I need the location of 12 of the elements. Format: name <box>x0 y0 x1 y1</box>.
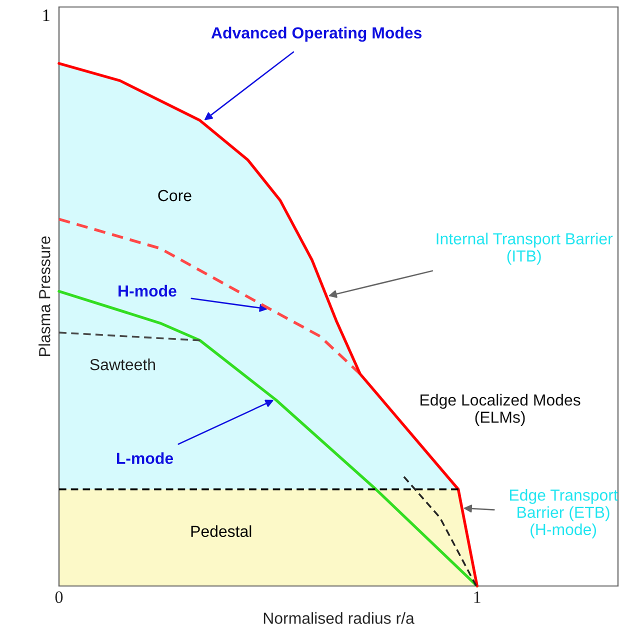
annotation: H-mode <box>118 284 176 297</box>
annotation: Internal Transport Barrier (ITB) <box>436 232 613 265</box>
x-axis-title: Normalised radius r/a <box>264 612 414 624</box>
annotation: Advanced Operating Modes <box>211 26 422 42</box>
annotation: Sawteeth <box>90 358 155 370</box>
x-tick-label: 0 <box>55 591 63 604</box>
text: 1 <box>43 10 50 22</box>
annotation: L-mode <box>116 452 174 464</box>
annotation: Core <box>158 190 192 202</box>
y-axis-title: Plasma Pressure <box>38 236 50 356</box>
annotation: Pedestal <box>191 525 252 538</box>
annotation: Edge Localized Modes (ELMs) <box>420 394 580 426</box>
